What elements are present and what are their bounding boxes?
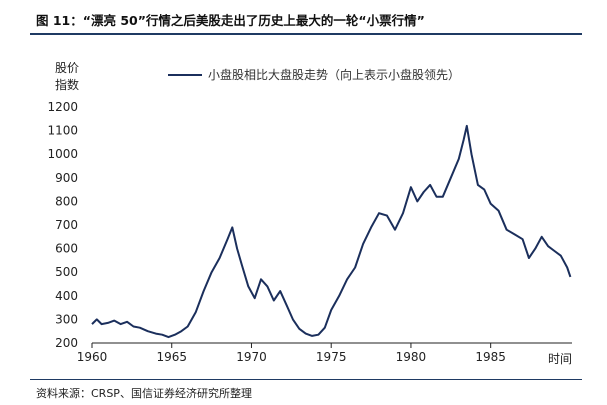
y-tick-label: 900 xyxy=(55,171,78,185)
series-line xyxy=(91,124,572,339)
y-tick-label: 300 xyxy=(55,312,78,326)
y-tick-label: 500 xyxy=(55,265,78,279)
y-tick-label: 1200 xyxy=(47,100,78,114)
x-tick-label: 1960 xyxy=(77,350,108,364)
y-axis-label-line1: 股价 xyxy=(54,61,79,75)
y-tick-label: 400 xyxy=(55,289,78,303)
x-tick-label: 1985 xyxy=(475,350,506,364)
x-tick-label: 1970 xyxy=(236,350,267,364)
x-axis: 1960 1965 1970 1975 1980 1985 xyxy=(77,342,572,364)
y-tick-label: 700 xyxy=(55,218,78,232)
x-axis-unit: 时间 xyxy=(548,352,573,366)
y-tick-label: 1100 xyxy=(47,124,78,138)
figure-title: 图 11：“漂亮 50”行情之后美股走出了历史上最大的一轮“小票行情” xyxy=(36,13,425,28)
x-tick-label: 1980 xyxy=(396,350,427,364)
title-divider xyxy=(30,33,582,35)
y-tick-label: 1000 xyxy=(47,147,78,161)
footer-divider xyxy=(30,379,582,380)
y-tick-label: 600 xyxy=(55,242,78,256)
y-tick-label: 200 xyxy=(55,336,78,350)
x-tick-label: 1975 xyxy=(316,350,347,364)
legend-swatch xyxy=(168,73,202,76)
chart-legend: 小盘股相比大盘股走势（向上表示小盘股领先） xyxy=(168,66,460,83)
legend-label: 小盘股相比大盘股走势（向上表示小盘股领先） xyxy=(208,68,461,82)
source-note: 资料来源：CRSP、国信证券经济研究所整理 xyxy=(36,387,252,400)
y-axis: 200 300 400 500 600 700 800 900 1000 1100 1200 xyxy=(47,100,78,350)
x-tick-label: 1965 xyxy=(156,350,187,364)
y-axis-label: 股价 指数 xyxy=(50,60,84,94)
y-tick-label: 800 xyxy=(55,194,78,208)
y-axis-label-line2: 指数 xyxy=(54,78,79,92)
